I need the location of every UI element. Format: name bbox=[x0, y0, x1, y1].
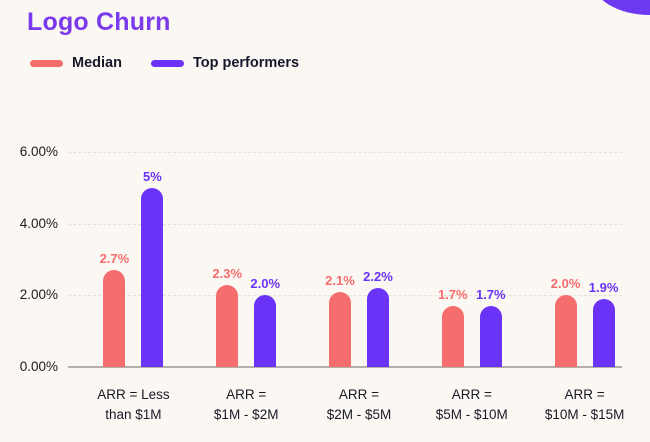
y-axis: 6.00% 4.00% 2.00% 0.00% bbox=[0, 144, 58, 374]
bar-value-label: 2.0% bbox=[250, 276, 281, 292]
bar-value-label: 5% bbox=[142, 168, 162, 184]
y-axis-tick: 0.00% bbox=[19, 359, 58, 374]
legend-label-median: Median bbox=[72, 55, 122, 71]
legend-label-top-performers: Top performers bbox=[192, 55, 300, 71]
bar-median-2: 2.1% bbox=[325, 273, 355, 367]
bar-median-4: 2.0% bbox=[551, 276, 580, 367]
x-axis-line bbox=[68, 366, 622, 368]
bar-group-1: 2.3% 2.0% bbox=[190, 152, 303, 367]
bar-top-performers-2: 2.2% bbox=[363, 269, 393, 367]
y-axis-tick: 4.00% bbox=[19, 215, 58, 231]
legend-item-median: Median bbox=[30, 55, 122, 71]
bar-median-0: 2.7% bbox=[100, 251, 129, 367]
median-swatch-icon bbox=[30, 59, 63, 67]
bar-groups: 2.7% 5% 2.3% 2.0% 2.1% 2.2% 1.7% 1.7% 2.0% 1.9% bbox=[77, 152, 641, 367]
bar-median-3: 1.7% bbox=[438, 287, 468, 367]
x-axis-label-4: ARR = $10M - $15M bbox=[544, 387, 625, 422]
plot-area: 2.7% 5% 2.3% 2.0% 2.1% 2.2% 1.7% 1.7% 2.0% 1.9% bbox=[68, 152, 622, 368]
decorative-blob bbox=[592, 0, 650, 15]
bar-value-label: 1.7% bbox=[475, 287, 506, 303]
gridline bbox=[68, 152, 622, 153]
bar-value-label: 2.3% bbox=[212, 265, 243, 281]
bar-top-performers-1: 2.0% bbox=[250, 276, 280, 367]
bar-median-1: 2.3% bbox=[212, 266, 242, 367]
bar-value-label: 1.7% bbox=[437, 287, 468, 303]
y-axis-tick: 2.00% bbox=[19, 287, 58, 303]
bar-group-4: 2.0% 1.9% bbox=[528, 152, 641, 367]
gridline bbox=[68, 223, 622, 225]
x-axis-label-3: ARR = $5M - $10M bbox=[435, 387, 508, 422]
x-axis-label-2: ARR = $2M - $5M bbox=[326, 387, 392, 422]
bar-group-2: 2.1% 2.2% bbox=[303, 152, 416, 367]
x-axis-labels: ARR = Less than $1M ARR = $1M - $2M ARR = $2M… bbox=[77, 385, 641, 425]
bar-value-label: 1.9% bbox=[588, 279, 619, 295]
chart-legend: Median Top performers bbox=[30, 55, 299, 71]
bar-group-3: 1.7% 1.7% bbox=[415, 152, 528, 367]
legend-item-top-performers: Top performers bbox=[150, 55, 300, 71]
y-axis-tick: 6.00% bbox=[19, 144, 58, 159]
bar-value-label: 2.0% bbox=[550, 276, 581, 292]
chart-title: Logo Churn bbox=[27, 8, 171, 36]
bar-group-0: 2.7% 5% bbox=[77, 152, 190, 367]
bar-top-performers-3: 1.7% bbox=[476, 287, 506, 367]
bar-value-label: 2.1% bbox=[325, 272, 355, 288]
x-axis-label-0: ARR = Less than $1M bbox=[97, 387, 170, 422]
bar-top-performers-0: 5% bbox=[141, 169, 164, 367]
top-performers-swatch-icon bbox=[150, 59, 184, 67]
bar-top-performers-4: 1.9% bbox=[589, 280, 618, 367]
x-axis-label-1: ARR = $1M - $2M bbox=[213, 387, 279, 422]
bar-value-label: 2.7% bbox=[99, 251, 130, 267]
bar-value-label: 2.2% bbox=[363, 269, 393, 285]
